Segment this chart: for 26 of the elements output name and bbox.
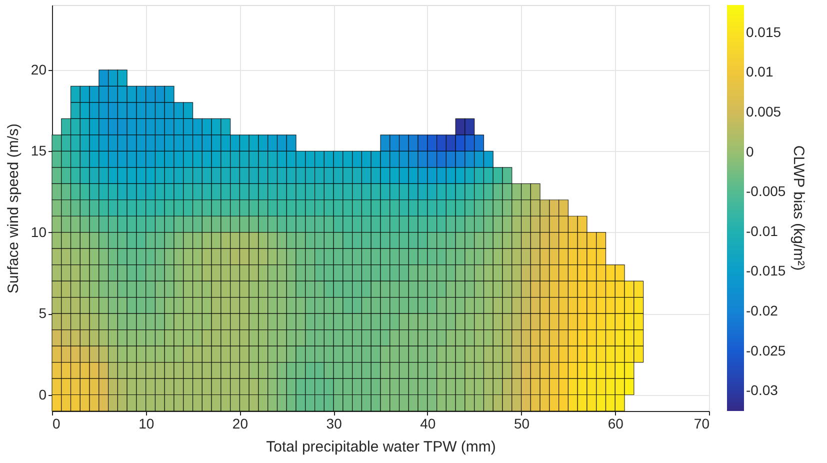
y-axis-title: Surface wind speed (m/s) — [4, 123, 22, 294]
color-bar-label: 0.015 — [746, 24, 782, 40]
color-bar-label: 0.01 — [746, 64, 774, 80]
y-tick-label: 20 — [30, 61, 47, 78]
x-tick-label: 0 — [52, 416, 60, 432]
x-tick-label: 70 — [694, 416, 710, 432]
x-axis-title: Total precipitable water TPW (mm) — [266, 438, 496, 456]
y-tick-label: 5 — [38, 305, 47, 322]
y-tick-label: 10 — [30, 224, 47, 240]
y-tick-label: 15 — [30, 142, 47, 159]
color-bar-title: CLWP bias (kg/m²) — [790, 145, 807, 271]
color-bar-label: 0.005 — [746, 103, 782, 120]
color-bar-label: -0.025 — [746, 342, 786, 358]
color-bar-label: 0 — [746, 143, 754, 160]
y-tick-label: 0 — [38, 386, 47, 402]
color-bar-label: -0.03 — [746, 382, 778, 398]
x-tick-label: 60 — [608, 416, 624, 432]
x-tick-label: 20 — [232, 416, 248, 432]
x-tick-label: 10 — [138, 416, 154, 432]
x-tick-label: 30 — [326, 416, 342, 432]
x-tick-label: 50 — [514, 416, 530, 432]
color-bar-label: -0.005 — [746, 183, 786, 200]
color-bar-label: -0.015 — [746, 262, 786, 279]
color-bar-label: -0.01 — [746, 222, 778, 239]
x-tick-label: 40 — [420, 416, 436, 432]
color-bar-label: -0.02 — [746, 302, 778, 318]
